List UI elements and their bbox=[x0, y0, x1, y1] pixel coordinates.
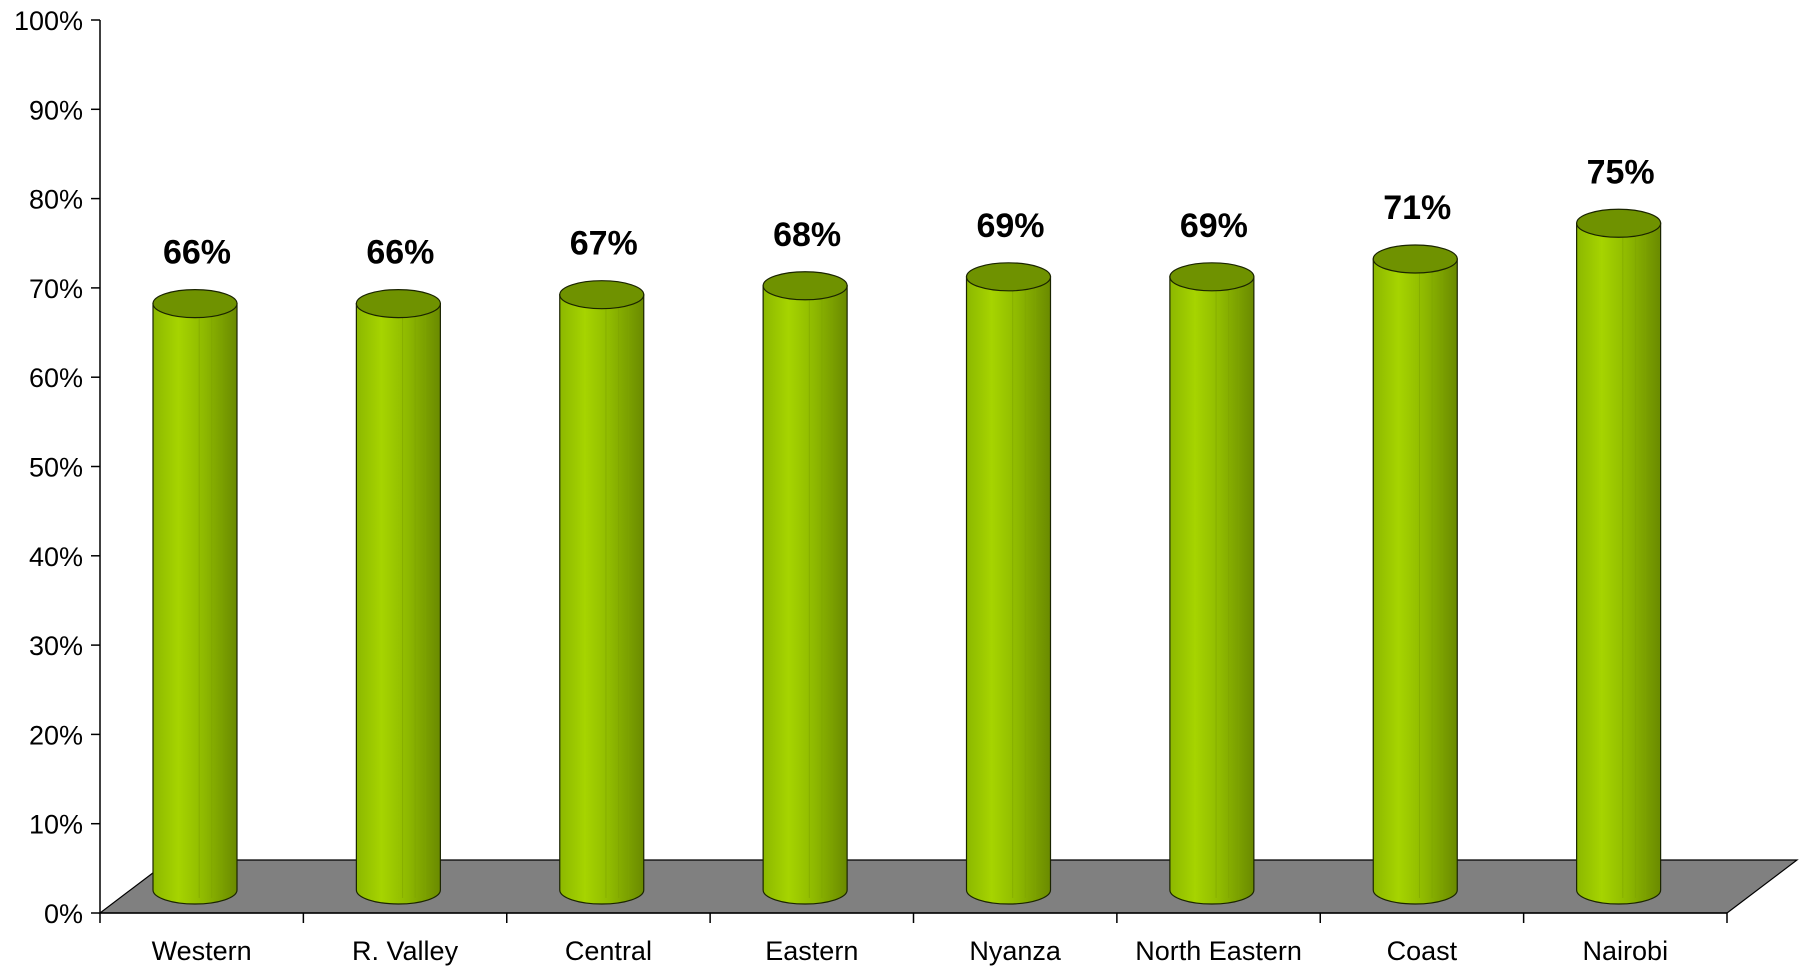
x-tick-label: Eastern bbox=[765, 936, 858, 966]
bar-top bbox=[152, 289, 238, 319]
x-axis: Western R. Valley Central Eastern Nyanza Nort… bbox=[99, 912, 1728, 966]
bar-western bbox=[152, 289, 238, 905]
bar-body bbox=[762, 285, 848, 905]
y-tick-label: 80% bbox=[29, 185, 83, 215]
y-tick-label: 70% bbox=[29, 274, 83, 304]
bar-body bbox=[965, 276, 1052, 905]
data-label: 66% bbox=[366, 234, 434, 272]
x-tick-label: Central bbox=[565, 936, 652, 966]
bar-top bbox=[1372, 244, 1458, 274]
x-tick-label: North Eastern bbox=[1135, 936, 1302, 966]
bar-central bbox=[559, 280, 645, 905]
y-axis: 0% 10% 20% 30% 40% 50% 60% 70% 80% 90% 100% bbox=[14, 6, 101, 929]
bar-eastern bbox=[762, 271, 848, 905]
x-tick-label: Coast bbox=[1387, 936, 1458, 966]
bar-body bbox=[152, 303, 238, 905]
x-tick-label: R. Valley bbox=[352, 936, 459, 966]
bar-top bbox=[965, 262, 1052, 292]
data-label: 69% bbox=[976, 207, 1044, 245]
bar-top bbox=[355, 289, 441, 319]
bar-body bbox=[1372, 258, 1458, 905]
y-tick-label: 30% bbox=[29, 631, 83, 661]
y-tick-label: 10% bbox=[29, 810, 83, 840]
x-tick-label: Nyanza bbox=[969, 936, 1062, 966]
bar-body bbox=[1169, 276, 1255, 905]
data-label: 75% bbox=[1587, 153, 1655, 191]
y-tick-label: 50% bbox=[29, 453, 83, 483]
bar-body bbox=[1576, 222, 1662, 905]
bar-body bbox=[355, 303, 441, 905]
bar-coast bbox=[1372, 244, 1458, 905]
y-tick-label: 90% bbox=[29, 95, 83, 125]
bar-top bbox=[762, 271, 848, 301]
y-tick-label: 100% bbox=[14, 6, 83, 36]
bar-top bbox=[1169, 262, 1255, 292]
y-tick-label: 0% bbox=[44, 899, 83, 929]
floor-plane bbox=[98, 859, 1799, 914]
bar-top bbox=[1576, 208, 1662, 238]
data-label: 68% bbox=[773, 216, 841, 254]
y-tick-label: 40% bbox=[29, 542, 83, 572]
bar-top bbox=[559, 280, 645, 310]
data-label: 69% bbox=[1180, 207, 1248, 245]
data-label: 66% bbox=[163, 234, 231, 272]
bar-nyanza bbox=[965, 262, 1052, 905]
bar-r-valley bbox=[355, 289, 441, 905]
data-labels: 66% 66% 67% 68% 69% 69% 71% 75% bbox=[163, 153, 1655, 271]
y-tick-label: 20% bbox=[29, 720, 83, 750]
x-tick-label: Western bbox=[152, 936, 252, 966]
bars bbox=[152, 208, 1662, 905]
x-tick-label: Nairobi bbox=[1583, 936, 1669, 966]
y-tick-label: 60% bbox=[29, 363, 83, 393]
data-label: 71% bbox=[1383, 189, 1451, 227]
bar-body bbox=[559, 294, 645, 905]
bar-north-eastern bbox=[1169, 262, 1255, 905]
data-label: 67% bbox=[570, 225, 638, 263]
chart-floor bbox=[98, 859, 1799, 914]
bar-nairobi bbox=[1576, 208, 1662, 905]
